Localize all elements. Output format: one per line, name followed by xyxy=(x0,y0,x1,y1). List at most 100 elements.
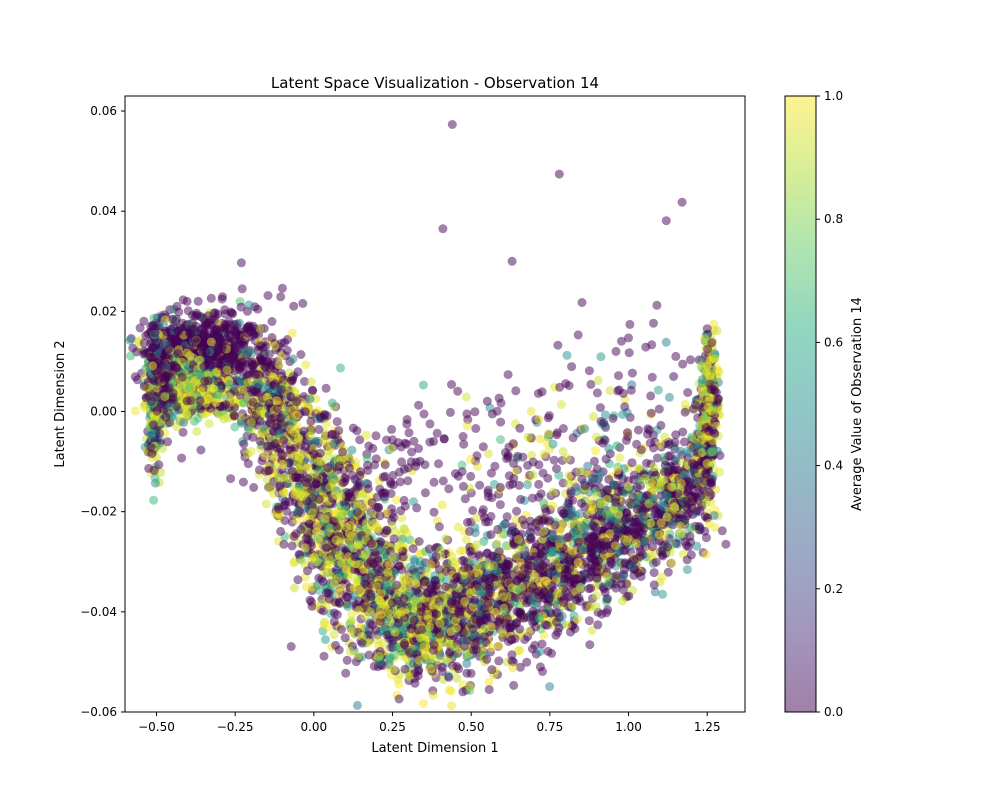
data-point xyxy=(390,627,400,637)
data-point xyxy=(275,481,285,491)
data-point xyxy=(297,556,307,566)
data-point xyxy=(337,625,346,634)
data-point xyxy=(420,577,429,587)
data-point xyxy=(515,624,525,634)
data-point xyxy=(414,655,424,665)
data-point xyxy=(444,672,454,682)
data-point xyxy=(213,377,223,387)
data-point xyxy=(149,420,159,430)
data-point xyxy=(163,437,173,447)
data-point xyxy=(394,618,403,628)
data-point xyxy=(146,442,156,452)
data-point xyxy=(369,558,379,568)
data-point xyxy=(435,602,445,612)
data-point xyxy=(520,563,530,573)
data-point xyxy=(182,348,192,358)
data-point xyxy=(366,591,376,601)
data-point xyxy=(409,615,419,625)
data-point xyxy=(135,323,145,333)
data-point xyxy=(441,534,451,544)
data-point xyxy=(150,328,160,338)
data-point xyxy=(335,598,344,608)
data-point xyxy=(593,620,603,630)
data-point xyxy=(298,298,308,308)
data-point xyxy=(248,321,258,331)
data-point xyxy=(459,628,469,637)
data-point xyxy=(274,360,284,370)
data-point xyxy=(574,593,584,603)
data-point xyxy=(288,354,298,364)
data-point xyxy=(434,522,444,532)
data-point xyxy=(239,439,249,449)
data-point xyxy=(544,595,554,604)
data-point xyxy=(286,642,296,651)
data-point xyxy=(329,439,339,449)
data-point xyxy=(459,635,469,645)
data-point xyxy=(386,581,396,590)
data-point xyxy=(312,557,322,567)
data-point xyxy=(574,537,583,547)
data-point xyxy=(289,427,299,437)
data-point xyxy=(505,623,515,633)
data-point xyxy=(460,563,470,573)
data-point xyxy=(260,451,270,461)
data-point xyxy=(196,445,206,455)
data-point xyxy=(545,682,555,692)
data-point xyxy=(385,654,395,664)
data-point xyxy=(293,507,303,517)
data-point xyxy=(388,635,398,645)
data-point xyxy=(206,293,216,303)
data-point xyxy=(217,344,226,354)
data-point xyxy=(419,642,429,652)
data-point xyxy=(243,378,253,387)
data-point xyxy=(591,558,601,568)
data-point xyxy=(376,610,386,620)
data-point xyxy=(591,602,601,612)
data-point xyxy=(481,609,491,619)
data-point xyxy=(289,301,299,311)
data-point xyxy=(325,482,335,492)
data-point xyxy=(534,613,544,623)
data-point xyxy=(406,624,416,634)
data-point xyxy=(261,362,270,372)
data-point xyxy=(429,640,439,650)
data-point xyxy=(507,650,517,660)
data-point xyxy=(426,560,436,569)
data-point xyxy=(193,296,203,306)
data-point xyxy=(273,404,283,414)
data-point xyxy=(332,417,342,427)
data-point xyxy=(317,599,326,609)
data-point xyxy=(286,392,296,401)
data-point xyxy=(543,646,553,656)
data-point xyxy=(305,519,315,529)
data-point xyxy=(222,365,232,375)
data-point xyxy=(378,638,388,648)
data-point xyxy=(157,360,167,370)
data-point xyxy=(398,552,408,562)
data-point xyxy=(372,522,382,532)
data-point xyxy=(243,459,253,469)
data-point xyxy=(354,605,364,615)
data-point xyxy=(338,509,348,519)
data-point xyxy=(196,324,206,334)
data-point xyxy=(361,549,371,558)
data-point xyxy=(141,331,151,341)
data-point xyxy=(303,474,313,483)
data-point xyxy=(266,414,276,424)
data-point xyxy=(300,543,310,553)
data-point xyxy=(190,334,200,344)
data-point xyxy=(487,665,497,675)
data-point xyxy=(214,332,224,342)
data-point xyxy=(288,405,298,415)
data-point xyxy=(204,419,214,429)
data-point xyxy=(279,472,289,482)
data-point xyxy=(183,306,193,316)
data-point xyxy=(329,608,339,618)
data-point xyxy=(250,370,260,380)
data-point xyxy=(296,489,306,499)
data-point xyxy=(350,552,360,562)
data-point xyxy=(522,657,532,667)
data-point xyxy=(409,497,419,507)
data-point xyxy=(499,592,508,602)
data-point xyxy=(361,430,371,440)
